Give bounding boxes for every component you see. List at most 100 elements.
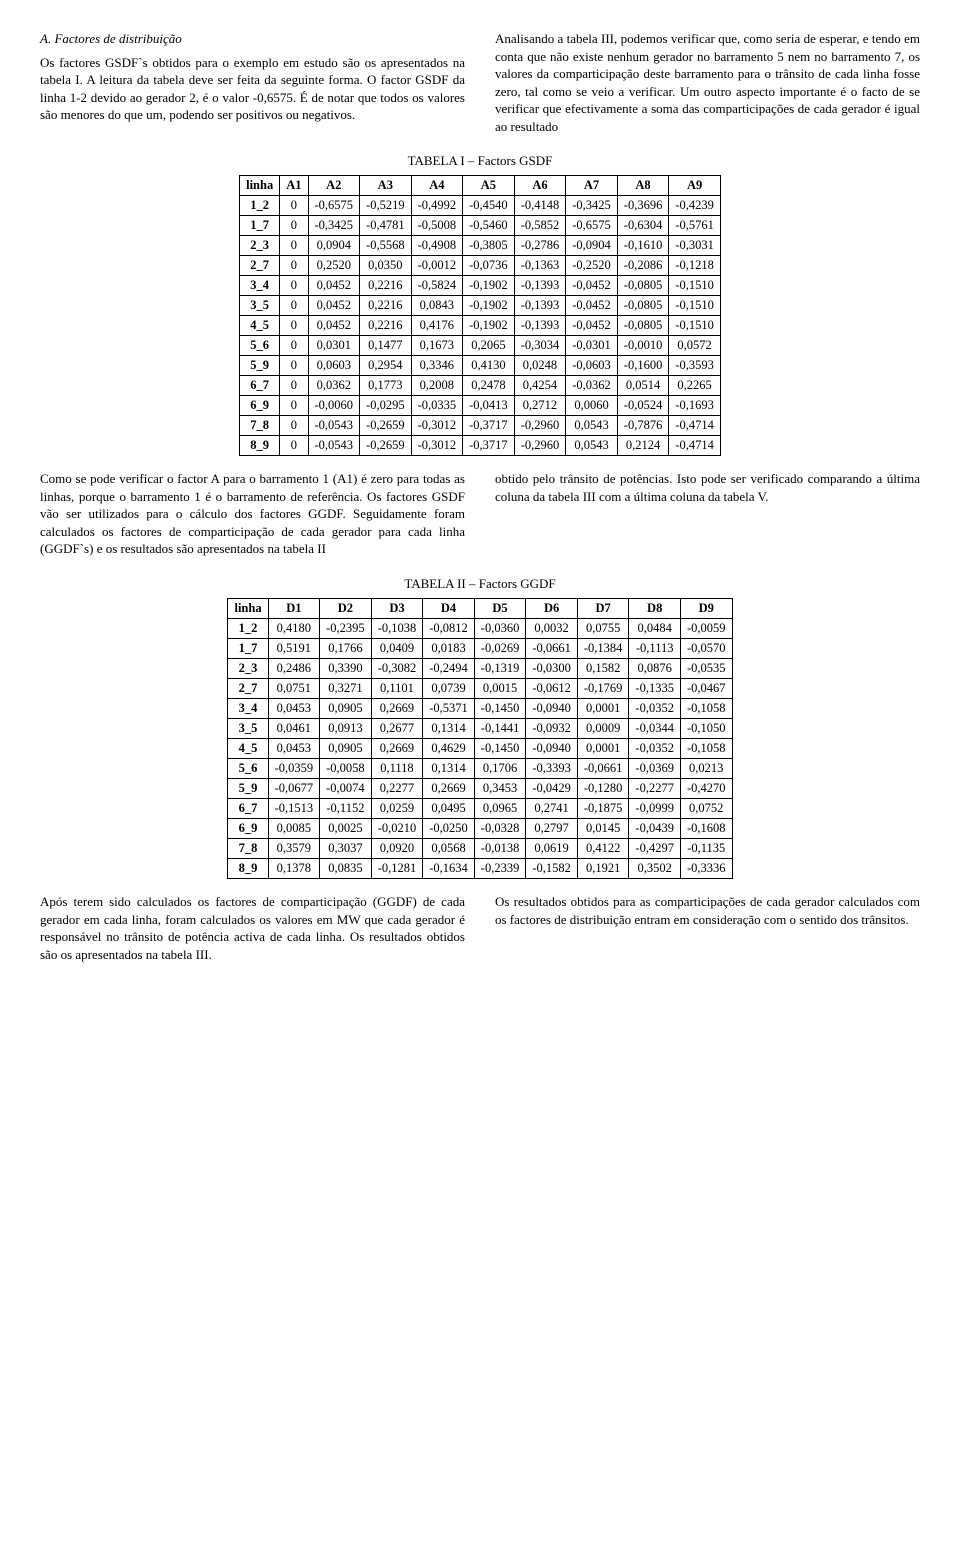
data-cell: 0,2520 bbox=[308, 256, 360, 276]
table-header-cell: D4 bbox=[423, 599, 475, 619]
table-row: 4_500,04520,22160,4176-0,1902-0,1393-0,0… bbox=[240, 316, 721, 336]
data-cell: 0,0843 bbox=[411, 296, 463, 316]
data-cell: 0,2065 bbox=[463, 336, 515, 356]
data-cell: -0,1135 bbox=[680, 839, 732, 859]
data-cell: -0,4992 bbox=[411, 196, 463, 216]
data-cell: -0,3593 bbox=[669, 356, 721, 376]
row-label-cell: 2_3 bbox=[240, 236, 280, 256]
data-cell: 0,1582 bbox=[577, 659, 629, 679]
data-cell: -0,0295 bbox=[360, 396, 412, 416]
data-cell: 0,0739 bbox=[423, 679, 475, 699]
data-cell: -0,2339 bbox=[474, 859, 526, 879]
table-header-cell: D3 bbox=[371, 599, 423, 619]
table-row: 1_70-0,3425-0,4781-0,5008-0,5460-0,5852-… bbox=[240, 216, 721, 236]
data-cell: 0,2277 bbox=[371, 779, 423, 799]
data-cell: -0,5852 bbox=[514, 216, 566, 236]
data-cell: -0,1113 bbox=[629, 639, 681, 659]
table-row: 5_900,06030,29540,33460,41300,0248-0,060… bbox=[240, 356, 721, 376]
data-cell: -0,0805 bbox=[617, 316, 669, 336]
table-header-cell: A1 bbox=[280, 176, 308, 196]
data-cell: -0,1902 bbox=[463, 276, 515, 296]
table-header-cell: A2 bbox=[308, 176, 360, 196]
data-cell: 0,3453 bbox=[474, 779, 526, 799]
data-cell: 0 bbox=[280, 356, 308, 376]
data-cell: 0,0259 bbox=[371, 799, 423, 819]
data-cell: -0,3034 bbox=[514, 336, 566, 356]
data-cell: 0,2797 bbox=[526, 819, 578, 839]
data-cell: -0,0812 bbox=[423, 619, 475, 639]
data-cell: -0,0058 bbox=[320, 759, 372, 779]
data-cell: -0,7876 bbox=[617, 416, 669, 436]
data-cell: -0,1050 bbox=[680, 719, 732, 739]
data-cell: 0,0514 bbox=[617, 376, 669, 396]
data-cell: 0 bbox=[280, 336, 308, 356]
table-header-cell: A7 bbox=[566, 176, 618, 196]
data-cell: -0,0362 bbox=[566, 376, 618, 396]
data-cell: 0,2954 bbox=[360, 356, 412, 376]
table-gsdf: linhaA1A2A3A4A5A6A7A8A9 1_20-0,6575-0,52… bbox=[239, 175, 721, 456]
data-cell: 0,1101 bbox=[371, 679, 423, 699]
data-cell: -0,4148 bbox=[514, 196, 566, 216]
data-cell: -0,3696 bbox=[617, 196, 669, 216]
data-cell: -0,0452 bbox=[566, 296, 618, 316]
table-header-cell: A3 bbox=[360, 176, 412, 196]
row-label-cell: 4_5 bbox=[228, 739, 268, 759]
table-row: 5_9-0,0677-0,00740,22770,26690,3453-0,04… bbox=[228, 779, 732, 799]
data-cell: 0,0603 bbox=[308, 356, 360, 376]
data-cell: -0,1393 bbox=[514, 276, 566, 296]
data-cell: -0,1441 bbox=[474, 719, 526, 739]
data-cell: -0,0805 bbox=[617, 296, 669, 316]
data-cell: 0,0001 bbox=[577, 739, 629, 759]
data-cell: -0,2395 bbox=[320, 619, 372, 639]
table-row: 5_6-0,0359-0,00580,11180,13140,1706-0,33… bbox=[228, 759, 732, 779]
data-cell: 0,0572 bbox=[669, 336, 721, 356]
table-header-cell: linha bbox=[240, 176, 280, 196]
data-cell: -0,0369 bbox=[629, 759, 681, 779]
data-cell: -0,2659 bbox=[360, 416, 412, 436]
table-row: 7_80,35790,30370,09200,0568-0,01380,0619… bbox=[228, 839, 732, 859]
data-cell: 0,1314 bbox=[423, 759, 475, 779]
data-cell: -0,3012 bbox=[411, 436, 463, 456]
table-row: 3_50,04610,09130,26770,1314-0,1441-0,093… bbox=[228, 719, 732, 739]
table-header-cell: D2 bbox=[320, 599, 372, 619]
data-cell: -0,0932 bbox=[526, 719, 578, 739]
table-row: 3_40,04530,09050,2669-0,5371-0,1450-0,09… bbox=[228, 699, 732, 719]
data-cell: -0,0904 bbox=[566, 236, 618, 256]
data-cell: -0,0439 bbox=[629, 819, 681, 839]
data-cell: 0 bbox=[280, 396, 308, 416]
table-header-cell: D8 bbox=[629, 599, 681, 619]
data-cell: -0,5008 bbox=[411, 216, 463, 236]
top-left-para: Os factores GSDF`s obtidos para o exempl… bbox=[40, 54, 465, 124]
data-cell: -0,1319 bbox=[474, 659, 526, 679]
data-cell: 0,0484 bbox=[629, 619, 681, 639]
data-cell: -0,0429 bbox=[526, 779, 578, 799]
top-text-columns: A. Factores de distribuição Os factores … bbox=[40, 30, 920, 135]
data-cell: 0,2124 bbox=[617, 436, 669, 456]
data-cell: 0,0905 bbox=[320, 739, 372, 759]
data-cell: -0,1280 bbox=[577, 779, 629, 799]
mid-left-para: Como se pode verificar o factor A para o… bbox=[40, 470, 465, 558]
data-cell: 0,1706 bbox=[474, 759, 526, 779]
data-cell: 0 bbox=[280, 436, 308, 456]
data-cell: 0 bbox=[280, 236, 308, 256]
data-cell: -0,0074 bbox=[320, 779, 372, 799]
data-cell: 0,0543 bbox=[566, 436, 618, 456]
data-cell: -0,4270 bbox=[680, 779, 732, 799]
row-label-cell: 8_9 bbox=[228, 859, 268, 879]
table-header-cell: A5 bbox=[463, 176, 515, 196]
data-cell: -0,0603 bbox=[566, 356, 618, 376]
data-cell: 0,1314 bbox=[423, 719, 475, 739]
data-cell: -0,3717 bbox=[463, 416, 515, 436]
data-cell: -0,1902 bbox=[463, 316, 515, 336]
data-cell: 0,0453 bbox=[268, 699, 320, 719]
data-cell: 0,1921 bbox=[577, 859, 629, 879]
data-cell: 0,2265 bbox=[669, 376, 721, 396]
data-cell: -0,0059 bbox=[680, 619, 732, 639]
data-cell: -0,0535 bbox=[680, 659, 732, 679]
data-cell: -0,0359 bbox=[268, 759, 320, 779]
data-cell: -0,3805 bbox=[463, 236, 515, 256]
data-cell: -0,1393 bbox=[514, 316, 566, 336]
data-cell: -0,1510 bbox=[669, 276, 721, 296]
table-header-cell: D6 bbox=[526, 599, 578, 619]
data-cell: -0,3717 bbox=[463, 436, 515, 456]
